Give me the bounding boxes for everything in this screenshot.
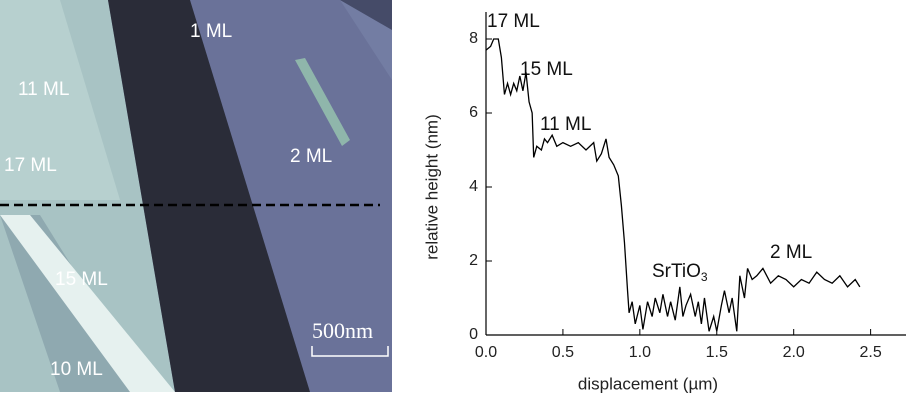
region <box>295 58 350 146</box>
y-tick-label: 2 <box>469 252 478 269</box>
annotation: 11 ML <box>540 114 591 135</box>
region <box>108 0 310 392</box>
y-tick-label: 0 <box>469 326 478 343</box>
region <box>190 0 392 392</box>
image-label: 15 ML <box>55 269 108 290</box>
scale-bar-label: 500nm <box>312 318 373 343</box>
image-label: 11 ML <box>18 79 69 100</box>
image-label: 2 ML <box>290 146 332 167</box>
profile-line <box>485 38 861 332</box>
image-label: 10 ML <box>50 359 103 380</box>
x-tick-label: 2.5 <box>859 344 881 361</box>
y-tick-label: 4 <box>469 178 478 195</box>
image-label: 1 ML <box>190 21 232 42</box>
x-tick-label: 1.5 <box>706 344 728 361</box>
chart: displacement (µm) relative height (nm) 1… <box>422 11 906 393</box>
image-label: 17 ML <box>4 155 57 176</box>
y-tick-label: 6 <box>469 104 478 121</box>
annotation-text: SrTiO <box>652 261 701 282</box>
x-tick-label: 1.0 <box>629 344 651 361</box>
annotation-subscript: 3 <box>701 270 708 284</box>
y-axis-label: relative height (nm) <box>422 114 441 260</box>
afm-image: 1 ML 11 ML 17 ML 2 ML 15 ML 10 ML 500nm <box>0 0 392 392</box>
annotation: 2 ML <box>770 242 812 263</box>
y-tick-label: 8 <box>469 30 478 47</box>
x-tick-label: 2.0 <box>783 344 805 361</box>
region <box>0 215 175 392</box>
annotation: 15 ML <box>520 59 573 80</box>
x-tick-label: 0.5 <box>552 344 574 361</box>
annotation: 17 ML <box>487 11 540 32</box>
region <box>0 0 120 200</box>
x-axis-label: displacement (µm) <box>578 374 718 393</box>
scale-bar <box>311 346 389 357</box>
region <box>340 0 392 30</box>
annotation: SrTiO3 <box>652 261 708 284</box>
x-tick-label: 0.0 <box>475 344 497 361</box>
